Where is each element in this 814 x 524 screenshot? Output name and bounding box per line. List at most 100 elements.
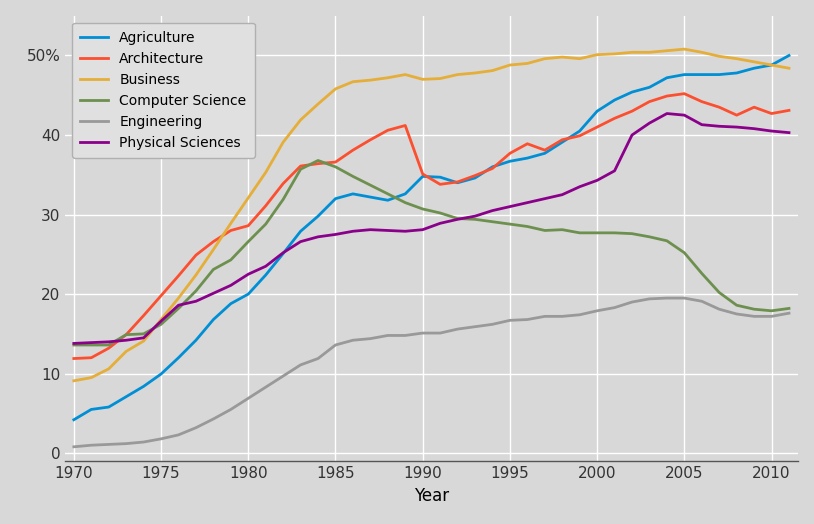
Line: Architecture: Architecture — [74, 94, 789, 358]
Architecture — [121, 332, 131, 338]
Architecture — [732, 112, 742, 118]
Computer Science — [645, 234, 654, 240]
Agriculture — [697, 71, 707, 78]
Computer Science — [226, 257, 236, 263]
Architecture — [260, 203, 270, 209]
Physical Sciences — [610, 168, 619, 174]
Architecture — [191, 252, 201, 258]
Business — [138, 338, 148, 344]
Computer Science — [383, 191, 392, 197]
Architecture — [86, 355, 96, 361]
Computer Science — [505, 221, 514, 227]
Architecture — [383, 127, 392, 134]
Architecture — [540, 147, 549, 154]
Engineering — [523, 316, 532, 323]
Business — [697, 49, 707, 56]
Computer Science — [749, 306, 759, 312]
Business — [418, 76, 427, 82]
Engineering — [453, 326, 462, 332]
Business — [365, 77, 375, 83]
Architecture — [418, 171, 427, 177]
Computer Science — [732, 302, 742, 308]
Business — [330, 86, 340, 92]
Engineering — [260, 384, 270, 390]
Physical Sciences — [523, 200, 532, 206]
Business — [69, 378, 79, 384]
Agriculture — [191, 337, 201, 343]
Architecture — [435, 181, 445, 188]
Agriculture — [208, 316, 218, 323]
Architecture — [697, 99, 707, 105]
Engineering — [191, 424, 201, 431]
Physical Sciences — [505, 203, 514, 210]
Computer Science — [121, 332, 131, 338]
Physical Sciences — [138, 335, 148, 341]
Architecture — [767, 111, 777, 117]
Architecture — [645, 99, 654, 105]
Business — [191, 272, 201, 278]
Agriculture — [330, 195, 340, 202]
Business — [627, 49, 637, 56]
Business — [121, 348, 131, 355]
Engineering — [715, 306, 724, 312]
Engineering — [575, 312, 584, 318]
Architecture — [348, 147, 358, 154]
Engineering — [86, 442, 96, 449]
Architecture — [470, 172, 480, 179]
Business — [435, 75, 445, 82]
Engineering — [208, 416, 218, 422]
Agriculture — [156, 371, 166, 377]
Computer Science — [715, 289, 724, 296]
Engineering — [348, 337, 358, 343]
Physical Sciences — [104, 339, 114, 345]
Agriculture — [505, 158, 514, 165]
Line: Computer Science: Computer Science — [74, 160, 789, 345]
Agriculture — [365, 194, 375, 200]
Business — [104, 366, 114, 372]
Agriculture — [470, 175, 480, 181]
Engineering — [313, 355, 323, 362]
Physical Sciences — [69, 340, 79, 346]
Engineering — [732, 311, 742, 317]
Physical Sciences — [365, 226, 375, 233]
Line: Business: Business — [74, 49, 789, 381]
Business — [278, 139, 288, 145]
Agriculture — [313, 213, 323, 220]
Engineering — [278, 373, 288, 379]
Engineering — [69, 444, 79, 450]
Agriculture — [400, 191, 410, 197]
Architecture — [138, 312, 148, 319]
Business — [540, 56, 549, 62]
Engineering — [365, 335, 375, 342]
Agriculture — [488, 163, 497, 170]
Physical Sciences — [191, 298, 201, 304]
Agriculture — [645, 84, 654, 91]
Engineering — [697, 298, 707, 304]
Physical Sciences — [295, 238, 305, 245]
Engineering — [104, 441, 114, 447]
Business — [470, 70, 480, 76]
Agriculture — [121, 394, 131, 400]
Agriculture — [540, 150, 549, 157]
Architecture — [784, 107, 794, 114]
Computer Science — [662, 238, 672, 244]
Physical Sciences — [784, 129, 794, 136]
Agriculture — [453, 180, 462, 186]
Computer Science — [365, 182, 375, 188]
Business — [383, 74, 392, 81]
Computer Science — [86, 342, 96, 348]
Engineering — [400, 332, 410, 339]
Engineering — [243, 395, 253, 401]
Physical Sciences — [715, 123, 724, 129]
Agriculture — [383, 197, 392, 203]
Physical Sciences — [173, 302, 183, 308]
Line: Physical Sciences: Physical Sciences — [74, 114, 789, 343]
Engineering — [593, 308, 602, 314]
X-axis label: Year: Year — [414, 487, 449, 505]
Architecture — [505, 150, 514, 157]
Agriculture — [749, 65, 759, 71]
Engineering — [558, 313, 567, 320]
Architecture — [749, 104, 759, 111]
Agriculture — [680, 71, 689, 78]
Architecture — [243, 223, 253, 229]
